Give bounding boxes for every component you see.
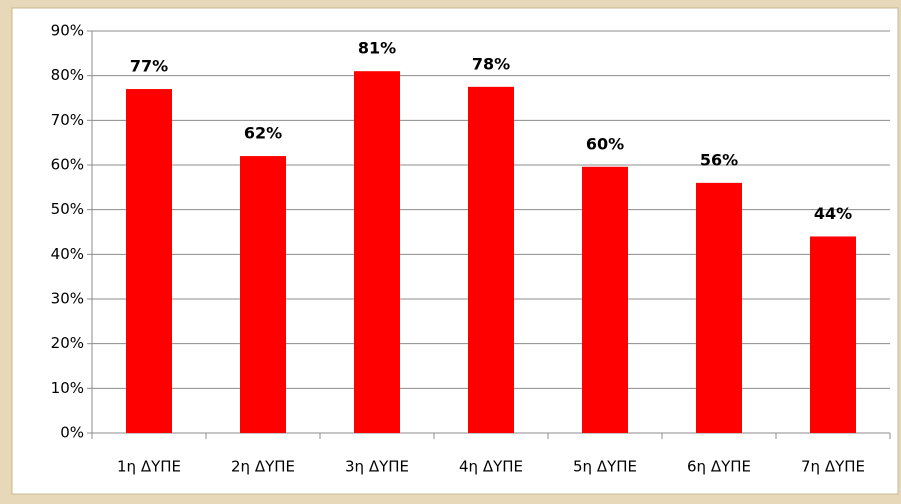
y-tick-label: 10% — [51, 379, 84, 397]
y-tick-label: 30% — [51, 290, 84, 308]
bar — [582, 166, 628, 433]
x-tick-label: 5η ΔΥΠΕ — [573, 458, 637, 476]
data-label: 77% — [130, 57, 168, 76]
y-tick-label: 50% — [51, 200, 84, 218]
y-tick-label: 90% — [51, 22, 84, 40]
bar — [240, 156, 286, 434]
y-tick-label: 20% — [51, 334, 84, 352]
bar — [468, 86, 514, 433]
bar — [354, 71, 400, 433]
y-tick-label: 40% — [51, 245, 84, 263]
data-label: 56% — [700, 150, 738, 169]
data-label: 81% — [358, 39, 396, 58]
y-tick-label: 0% — [60, 424, 84, 442]
y-tick-label: 80% — [51, 66, 84, 84]
data-label: 44% — [814, 204, 852, 223]
data-label: 78% — [472, 54, 510, 73]
x-tick-label: 7η ΔΥΠΕ — [801, 458, 865, 476]
x-tick-label: 1η ΔΥΠΕ — [117, 458, 181, 476]
bar — [810, 236, 856, 433]
bar — [696, 182, 742, 433]
x-tick-label: 3η ΔΥΠΕ — [345, 458, 409, 476]
x-tick-label: 2η ΔΥΠΕ — [231, 458, 295, 476]
y-tick-label: 70% — [51, 111, 84, 129]
data-label: 60% — [586, 134, 624, 153]
x-tick-label: 4η ΔΥΠΕ — [459, 458, 523, 476]
x-tick-label: 6η ΔΥΠΕ — [687, 458, 751, 476]
y-tick-label: 60% — [51, 156, 84, 174]
data-label: 62% — [244, 124, 282, 143]
bar — [126, 89, 172, 434]
